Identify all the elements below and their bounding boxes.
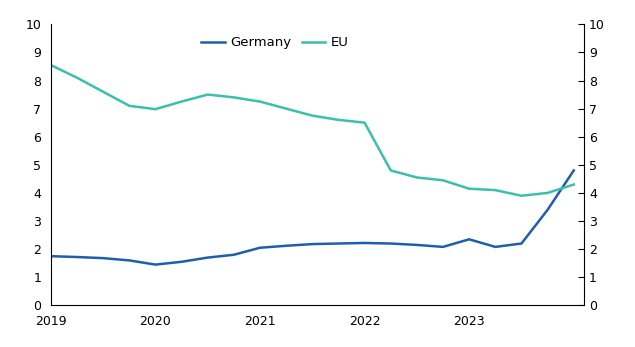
Germany (413, 243, 420, 247)
Line: EU: EU (51, 65, 574, 196)
EU (439, 178, 447, 183)
Germany (99, 256, 107, 260)
Germany (387, 242, 394, 246)
EU (178, 100, 185, 104)
EU (518, 194, 525, 198)
EU (309, 113, 316, 118)
EU (465, 187, 473, 191)
EU (361, 120, 368, 125)
Germany (152, 263, 159, 267)
Germany (204, 255, 211, 260)
EU (99, 90, 107, 94)
Germany (73, 255, 81, 259)
EU (73, 76, 81, 80)
EU (570, 183, 578, 187)
EU (152, 107, 159, 111)
Germany (178, 260, 185, 264)
Germany (570, 168, 578, 172)
Germany (283, 244, 290, 248)
Germany (47, 254, 55, 258)
Germany (230, 253, 237, 257)
EU (413, 175, 420, 179)
Germany (256, 246, 264, 250)
Germany (518, 242, 525, 246)
EU (491, 188, 499, 192)
EU (126, 104, 133, 108)
EU (256, 100, 264, 104)
Germany (361, 241, 368, 245)
Germany (439, 245, 447, 249)
Germany (465, 237, 473, 242)
Germany (126, 258, 133, 262)
EU (544, 191, 551, 195)
EU (204, 92, 211, 96)
Line: Germany: Germany (51, 170, 574, 265)
Legend: Germany, EU: Germany, EU (196, 31, 354, 54)
Germany (309, 242, 316, 246)
Germany (335, 242, 342, 246)
EU (47, 63, 55, 67)
EU (230, 95, 237, 100)
EU (387, 168, 394, 172)
EU (283, 107, 290, 111)
EU (335, 118, 342, 122)
Germany (491, 245, 499, 249)
Germany (544, 208, 551, 212)
